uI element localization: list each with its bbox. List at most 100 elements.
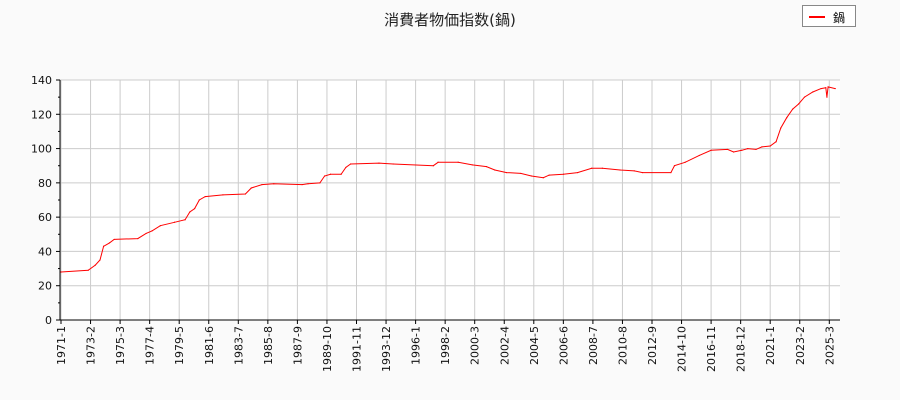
data-point xyxy=(812,91,814,93)
data-point xyxy=(349,163,352,165)
data-point xyxy=(323,175,326,177)
data-point xyxy=(530,175,533,177)
data-point xyxy=(684,161,686,163)
data-point xyxy=(457,161,459,163)
x-tick-label: 2023-2 xyxy=(794,326,807,365)
data-point xyxy=(803,96,806,98)
data-point xyxy=(345,166,347,169)
x-tick-label: 1979-5 xyxy=(173,326,186,365)
data-point xyxy=(319,182,321,184)
chart-title: 消費者物価指数(鍋) xyxy=(384,11,516,29)
data-point xyxy=(307,183,309,185)
series-line xyxy=(60,86,836,273)
data-point xyxy=(825,87,827,89)
x-tick-label: 2018-12 xyxy=(735,326,748,372)
x-tick-label: 2010-8 xyxy=(616,326,629,365)
x-tick-label: 1987-9 xyxy=(291,326,304,365)
data-point xyxy=(826,96,828,98)
x-tick-label: 2014-10 xyxy=(676,326,689,372)
x-tick-label: 1977-4 xyxy=(144,326,157,365)
data-point xyxy=(542,177,544,179)
data-point xyxy=(432,165,434,167)
data-point xyxy=(494,169,496,171)
y-tick-label: 60 xyxy=(38,211,52,224)
data-point xyxy=(755,148,757,151)
y-tick-label: 20 xyxy=(38,280,52,293)
data-point xyxy=(747,147,749,150)
data-point xyxy=(189,211,191,213)
data-point xyxy=(273,183,275,185)
data-point xyxy=(329,173,332,175)
data-point xyxy=(108,242,111,244)
data-point xyxy=(727,148,729,151)
data-point xyxy=(792,108,794,110)
data-point xyxy=(94,264,96,266)
data-point xyxy=(204,195,206,198)
x-tick-label: 1998-2 xyxy=(439,326,452,365)
legend-swatch xyxy=(809,16,825,18)
x-tick-label: 2002-4 xyxy=(498,326,511,365)
x-tick-label: 1985-8 xyxy=(262,326,275,365)
plot-area xyxy=(60,80,840,320)
data-point xyxy=(378,162,380,164)
x-tick-label: 1991-11 xyxy=(351,326,364,372)
data-point xyxy=(151,230,153,232)
data-point xyxy=(301,183,303,186)
data-point xyxy=(198,199,200,201)
data-point xyxy=(797,103,800,105)
legend-label: 鍋 xyxy=(833,11,846,25)
data-point xyxy=(601,167,603,169)
data-point xyxy=(113,238,115,241)
data-point xyxy=(670,171,672,174)
x-tick-label: 2008-7 xyxy=(587,326,600,365)
data-point xyxy=(471,164,473,166)
data-point xyxy=(710,149,712,151)
data-point xyxy=(827,86,829,88)
x-tick-label: 1981-6 xyxy=(203,326,216,365)
data-point xyxy=(780,127,782,129)
x-tick-label: 1996-1 xyxy=(410,326,423,365)
data-point xyxy=(137,237,139,240)
x-tick-label: 1993-12 xyxy=(380,326,393,372)
data-point xyxy=(392,163,394,165)
data-point xyxy=(244,193,246,195)
data-point xyxy=(520,172,522,175)
data-point xyxy=(786,117,788,119)
data-point xyxy=(775,141,777,143)
y-tick-label: 0 xyxy=(45,314,52,327)
data-point xyxy=(485,165,488,168)
data-point xyxy=(184,219,186,221)
data-point xyxy=(732,151,735,153)
y-tick-label: 140 xyxy=(31,74,52,87)
data-point xyxy=(60,271,62,273)
x-tick-label: 2000-3 xyxy=(469,326,482,365)
data-point xyxy=(102,245,105,247)
y-tick-label: 80 xyxy=(38,177,52,190)
data-point xyxy=(193,207,196,210)
data-point xyxy=(222,194,224,196)
data-point xyxy=(761,146,763,148)
data-point xyxy=(250,187,252,189)
x-tick-label: 2004-5 xyxy=(528,326,541,365)
data-point xyxy=(548,174,550,176)
x-tick-label: 2006-6 xyxy=(557,326,570,365)
data-point xyxy=(633,170,635,172)
data-point xyxy=(619,169,621,171)
y-tick-label: 100 xyxy=(31,143,52,156)
data-point xyxy=(506,171,508,174)
x-tick-label: 2025-3 xyxy=(823,326,836,365)
x-tick-label: 2016-11 xyxy=(705,326,718,372)
data-point xyxy=(145,232,147,235)
data-point xyxy=(769,145,771,147)
x-tick-label: 1973-2 xyxy=(85,326,98,365)
x-tick-label: 1975-3 xyxy=(114,326,127,365)
data-point xyxy=(99,259,101,261)
x-tick-label: 1971-1 xyxy=(55,326,68,365)
data-point xyxy=(173,221,176,223)
data-point xyxy=(673,165,676,167)
y-tick-label: 120 xyxy=(31,108,52,121)
data-point xyxy=(562,173,564,175)
data-point xyxy=(698,154,700,157)
